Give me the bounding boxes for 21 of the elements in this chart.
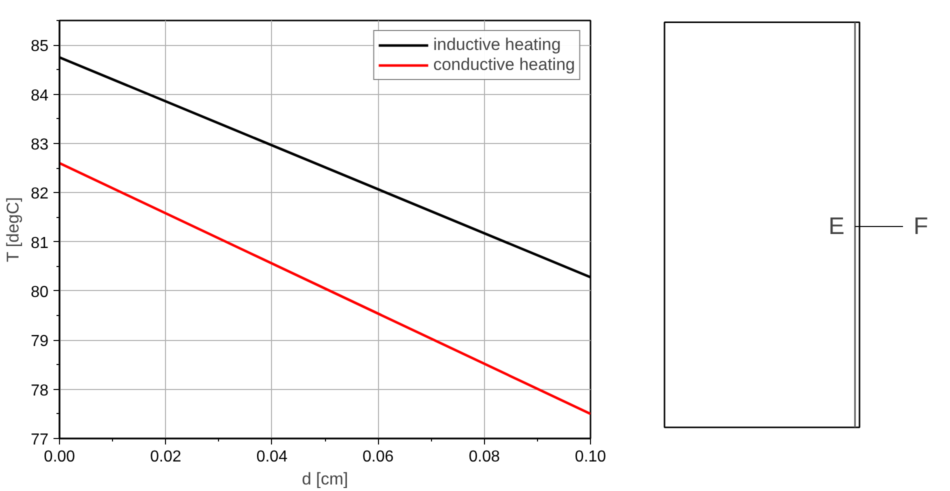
y-axis-title: T [degC] — [4, 197, 23, 262]
x-tick-label: 0.00 — [44, 448, 76, 466]
x-tick-label: 0.02 — [150, 448, 182, 466]
x-tick-label: 0.06 — [362, 448, 394, 466]
x-tick-label: 0.04 — [256, 448, 288, 466]
legend-label: inductive heating — [433, 35, 561, 55]
y-tick-label: 81 — [30, 234, 49, 252]
y-tick-label: 77 — [30, 432, 49, 448]
text: F — [914, 213, 928, 240]
legend-label: conductive heating — [433, 55, 575, 75]
y-tick-label: 78 — [30, 382, 49, 400]
y-tick-label: 80 — [30, 284, 49, 301]
y-tick-label: 82 — [30, 186, 49, 203]
y-tick-label: 79 — [30, 333, 49, 350]
x-tick-label: 0.10 — [574, 448, 606, 466]
x-axis-title: d [cm] — [302, 470, 348, 488]
x-tick-label: 0.08 — [468, 448, 500, 466]
text: E — [828, 213, 845, 240]
y-tick-label: 85 — [30, 38, 49, 56]
y-tick-label: 84 — [30, 87, 49, 104]
y-tick-label: 83 — [30, 136, 49, 154]
